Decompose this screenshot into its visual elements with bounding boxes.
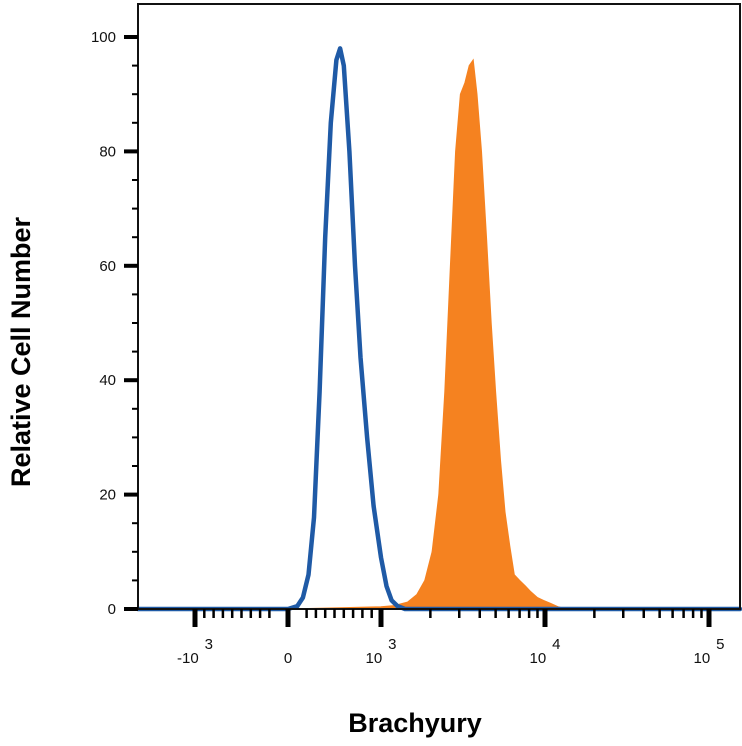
series-filled-histogram <box>138 58 740 610</box>
x-tick-label: 104 <box>529 636 560 667</box>
axis-layer: 0 20 40 60 80 100 -103 0 103 104 105 <box>91 29 725 667</box>
y-tick-label: 20 <box>99 487 116 504</box>
y-tick-label: 0 <box>108 601 116 618</box>
x-tick-label: 103 <box>365 636 396 667</box>
y-tick-label: 80 <box>99 143 116 160</box>
series-layer <box>135 46 742 612</box>
x-axis-title: Brachyury <box>348 708 482 738</box>
series-outline-histogram <box>135 46 742 612</box>
x-tick-label: 0 <box>284 650 292 667</box>
x-tick-label: -103 <box>177 636 213 667</box>
plot-frame <box>137 3 741 610</box>
y-axis-title: Relative Cell Number <box>6 216 36 487</box>
x-tick-label: 105 <box>693 636 724 667</box>
y-tick-label: 40 <box>99 372 116 389</box>
y-tick-label: 100 <box>91 29 116 46</box>
y-tick-label: 60 <box>99 258 116 275</box>
